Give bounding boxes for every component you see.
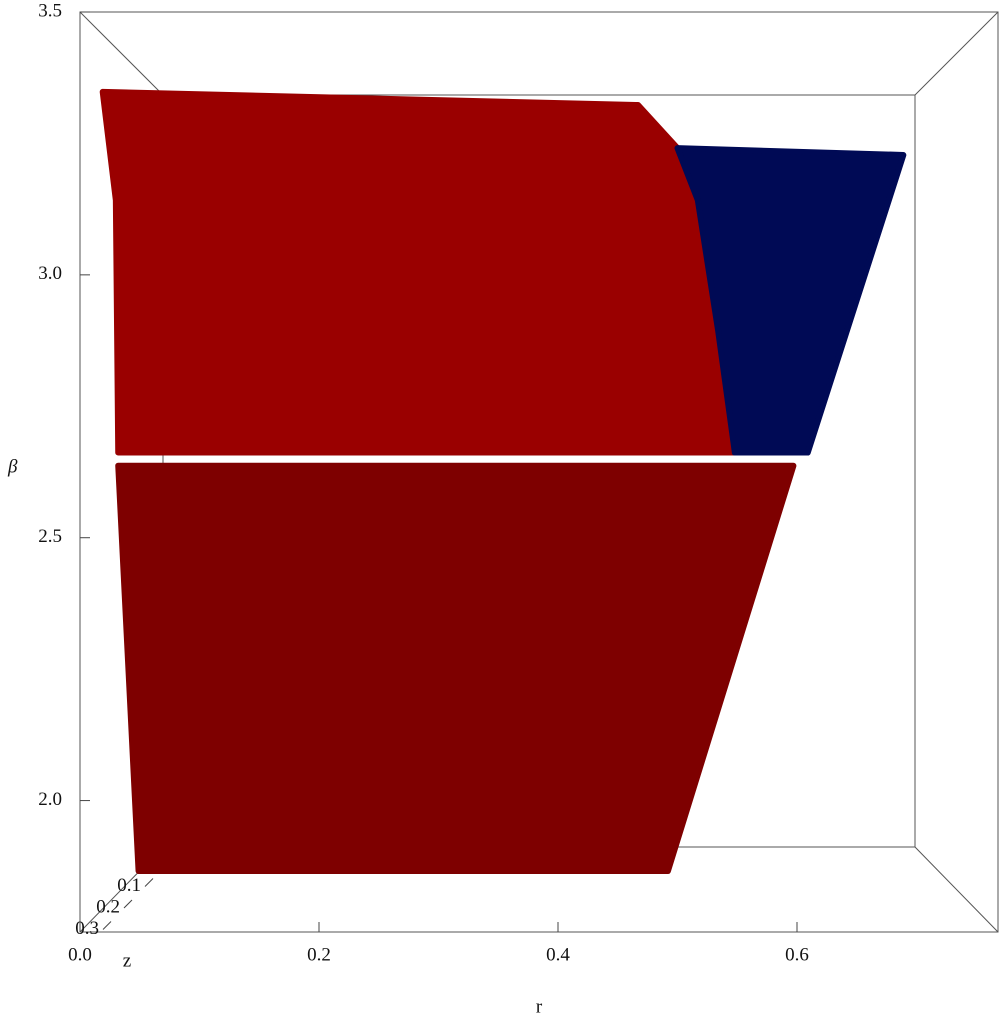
- region: [115, 462, 797, 875]
- region: [99, 88, 738, 456]
- z-tick-label: 0.2: [96, 896, 120, 917]
- z-tick: [144, 878, 154, 887]
- z-tick: [123, 899, 133, 909]
- y-tick-label: 3.5: [38, 0, 62, 21]
- y-tick-label: 3.0: [38, 263, 62, 284]
- x-tick-label: 0.4: [546, 944, 570, 965]
- edge: [914, 846, 999, 933]
- z-tick-label: 0.1: [117, 875, 141, 896]
- front-frame: [79, 11, 999, 933]
- edge: [914, 11, 999, 96]
- z-tick: [102, 921, 112, 930]
- y-tick-label: 2.0: [38, 789, 62, 810]
- x-tick-label: 0.2: [307, 944, 331, 965]
- x-tick-label: 0.6: [785, 944, 809, 965]
- x-axis-label: r: [536, 996, 543, 1017]
- z-tick-label: 0.3: [75, 918, 99, 939]
- y-axis-label: β: [7, 456, 18, 477]
- edge: [79, 11, 164, 96]
- region: [674, 145, 907, 456]
- y-tick-label: 2.5: [38, 526, 62, 547]
- z-axis-label: z: [123, 950, 131, 971]
- x-tick-label: 0.0: [68, 944, 92, 965]
